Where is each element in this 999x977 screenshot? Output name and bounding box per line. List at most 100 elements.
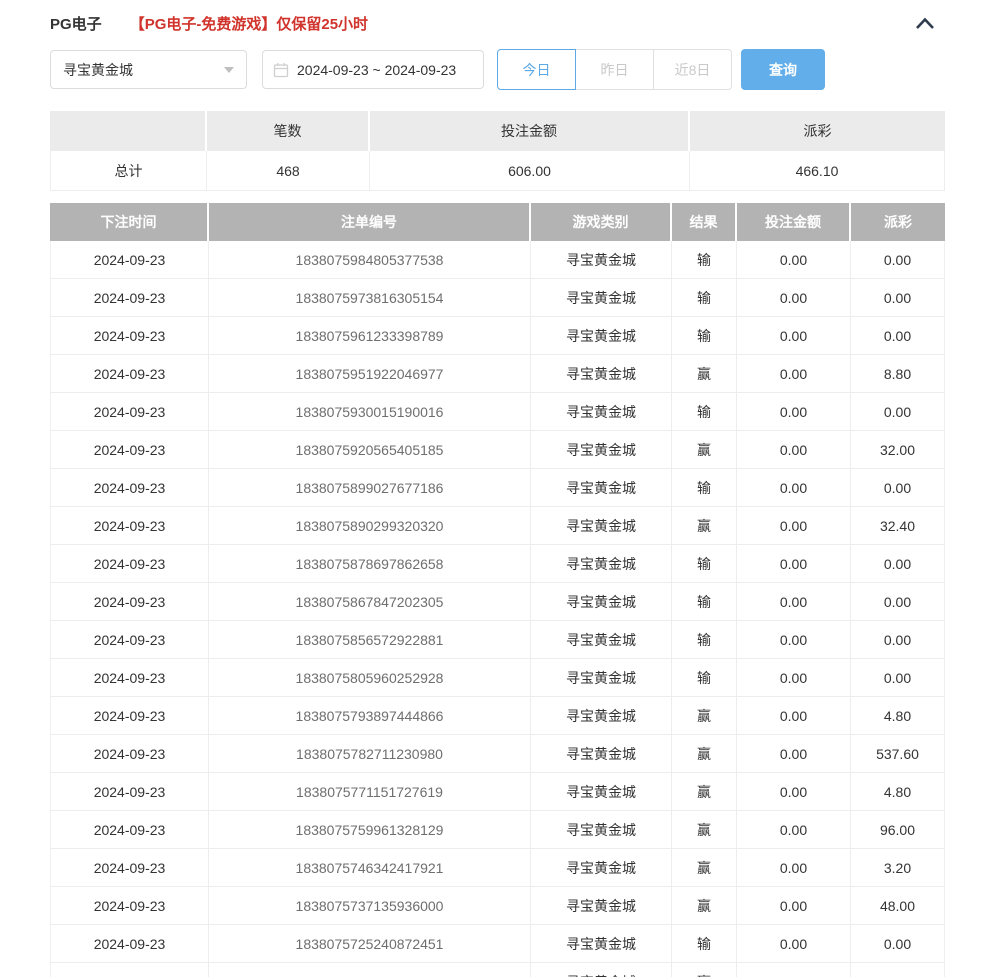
- bet-result: 赢: [672, 773, 737, 810]
- table-row: 2024-09-23 1838075725240872451 寻宝黄金城 输 0…: [51, 925, 944, 963]
- table-row: 2024-09-23 1838075771151727619 寻宝黄金城 赢 0…: [51, 773, 944, 811]
- range-button-today[interactable]: 今日: [497, 49, 576, 90]
- summary-table: 笔数 投注金额 派彩 总计 468 606.00 466.10: [50, 111, 945, 191]
- bet-result: 输: [672, 659, 737, 696]
- bet-amount: 0.00: [737, 887, 851, 924]
- bet-date: 2024-09-23: [51, 773, 209, 810]
- bet-amount: 0.00: [737, 773, 851, 810]
- table-row: 2024-09-23 1838075714390821376 寻宝黄金城 赢 0…: [51, 963, 944, 977]
- col-header-bet-amount: 投注金额: [737, 203, 851, 241]
- bet-date: 2024-09-23: [51, 393, 209, 430]
- bet-amount: 0.00: [737, 659, 851, 696]
- bet-amount: 0.00: [737, 735, 851, 772]
- bet-payout: 0.00: [883, 935, 912, 952]
- bet-amount: 0.00: [737, 355, 851, 392]
- bet-amount: 0.00: [737, 431, 851, 468]
- summary-header-row: 笔数 投注金额 派彩: [50, 111, 945, 151]
- query-button[interactable]: 查询: [741, 49, 825, 90]
- game-select-value: 寻宝黄金城: [63, 61, 133, 78]
- bet-payout: 48.00: [879, 897, 916, 914]
- table-row: 2024-09-23 1838075890299320320 寻宝黄金城 赢 0…: [51, 507, 944, 545]
- bet-id: 1838075746342417921: [209, 849, 531, 886]
- bet-amount: 0.00: [737, 811, 851, 848]
- summary-total-payout: 466.10: [795, 162, 839, 179]
- table-row: 2024-09-23 1838075961233398789 寻宝黄金城 输 0…: [51, 317, 944, 355]
- bet-amount: 0.00: [737, 279, 851, 316]
- chevron-up-icon: [915, 17, 935, 30]
- bet-payout: 0.00: [883, 479, 912, 496]
- range-button-last8days[interactable]: 近8日: [653, 49, 732, 90]
- bet-id: 1838075920565405185: [209, 431, 531, 468]
- bet-result: 赢: [672, 431, 737, 468]
- bet-date: 2024-09-23: [51, 659, 209, 696]
- bet-id: 1838075878697862658: [209, 545, 531, 582]
- table-row: 2024-09-23 1838075899027677186 寻宝黄金城 输 0…: [51, 469, 944, 507]
- bet-payout: 4.80: [851, 963, 944, 977]
- bet-id: 1838075856572922881: [209, 621, 531, 658]
- notice-text: 【PG电子-免费游戏】仅保留25小时: [129, 15, 369, 33]
- col-header-payout: 派彩: [851, 203, 945, 241]
- table-row: 2024-09-23 1838075805960252928 寻宝黄金城 输 0…: [51, 659, 944, 697]
- game-name: 寻宝黄金城: [531, 735, 672, 772]
- bet-payout: 8.80: [883, 365, 912, 382]
- game-name: 寻宝黄金城: [531, 773, 672, 810]
- caret-down-icon: [224, 66, 234, 73]
- bet-payout: 0.00: [883, 327, 912, 344]
- bet-date: 2024-09-23: [51, 887, 209, 924]
- game-name: 寻宝黄金城: [531, 317, 672, 354]
- collapse-panel-button[interactable]: [911, 12, 939, 34]
- game-name: 寻宝黄金城: [531, 887, 672, 924]
- col-header-game-type: 游戏类别: [531, 203, 672, 241]
- table-row: 2024-09-23 1838075793897444866 寻宝黄金城 赢 0…: [51, 697, 944, 735]
- bet-result: 输: [672, 925, 737, 962]
- bet-result: 赢: [672, 963, 737, 977]
- summary-header-count: 笔数: [207, 111, 370, 151]
- table-row: 2024-09-23 1838075920565405185 寻宝黄金城 赢 0…: [51, 431, 944, 469]
- bet-id: 1838075984805377538: [209, 241, 531, 278]
- game-name: 寻宝黄金城: [531, 583, 672, 620]
- bet-amount: 0.00: [737, 393, 851, 430]
- table-row: 2024-09-23 1838075856572922881 寻宝黄金城 输 0…: [51, 621, 944, 659]
- bet-id: 1838075759961328129: [209, 811, 531, 848]
- bet-result: 赢: [672, 849, 737, 886]
- bet-payout: 0.00: [883, 403, 912, 420]
- game-select[interactable]: 寻宝黄金城: [50, 50, 247, 89]
- range-button-yesterday[interactable]: 昨日: [575, 49, 654, 90]
- bet-result: 赢: [672, 507, 737, 544]
- table-row: 2024-09-23 1838075951922046977 寻宝黄金城 赢 0…: [51, 355, 944, 393]
- bet-date: 2024-09-23: [51, 583, 209, 620]
- bet-date: 2024-09-23: [51, 507, 209, 544]
- bet-result: 赢: [672, 355, 737, 392]
- bet-payout: 0.00: [883, 631, 912, 648]
- quick-range-group: 今日 昨日 近8日: [497, 49, 732, 90]
- bet-date: 2024-09-23: [51, 811, 209, 848]
- bet-amount: 0.00: [737, 583, 851, 620]
- records-header-row: 下注时间 注单编号 游戏类别 结果 投注金额 派彩: [50, 203, 945, 241]
- bet-id: 1838075805960252928: [209, 659, 531, 696]
- panel-header: PG电子 【PG电子-免费游戏】仅保留25小时: [50, 0, 945, 36]
- records-table: 下注时间 注单编号 游戏类别 结果 投注金额 派彩 2024-09-23 183…: [50, 203, 945, 977]
- bet-payout: 0.00: [883, 593, 912, 610]
- game-name: 寻宝黄金城: [531, 279, 672, 316]
- game-name: 寻宝黄金城: [531, 811, 672, 848]
- bet-amount: 0.00: [737, 507, 851, 544]
- bet-amount: 0.00: [737, 545, 851, 582]
- game-name: 寻宝黄金城: [531, 659, 672, 696]
- bet-payout: 0.00: [883, 669, 912, 686]
- game-name: 寻宝黄金城: [531, 621, 672, 658]
- bet-result: 输: [672, 545, 737, 582]
- bet-payout: 0.00: [883, 289, 912, 306]
- table-row: 2024-09-23 1838075930015190016 寻宝黄金城 输 0…: [51, 393, 944, 431]
- table-row: 2024-09-23 1838075782711230980 寻宝黄金城 赢 0…: [51, 735, 944, 773]
- bet-payout: 0.00: [883, 251, 912, 268]
- bet-date: 2024-09-23: [51, 279, 209, 316]
- game-name: 寻宝黄金城: [531, 697, 672, 734]
- bet-date: 2024-09-23: [51, 849, 209, 886]
- bet-id: 1838075725240872451: [209, 925, 531, 962]
- bet-result: 输: [672, 317, 737, 354]
- table-row: 2024-09-23 1838075867847202305 寻宝黄金城 输 0…: [51, 583, 944, 621]
- bet-date: 2024-09-23: [51, 963, 209, 977]
- date-range-input[interactable]: 2024-09-23 ~ 2024-09-23: [262, 50, 484, 89]
- bet-date: 2024-09-23: [51, 925, 209, 962]
- game-name: 寻宝黄金城: [531, 507, 672, 544]
